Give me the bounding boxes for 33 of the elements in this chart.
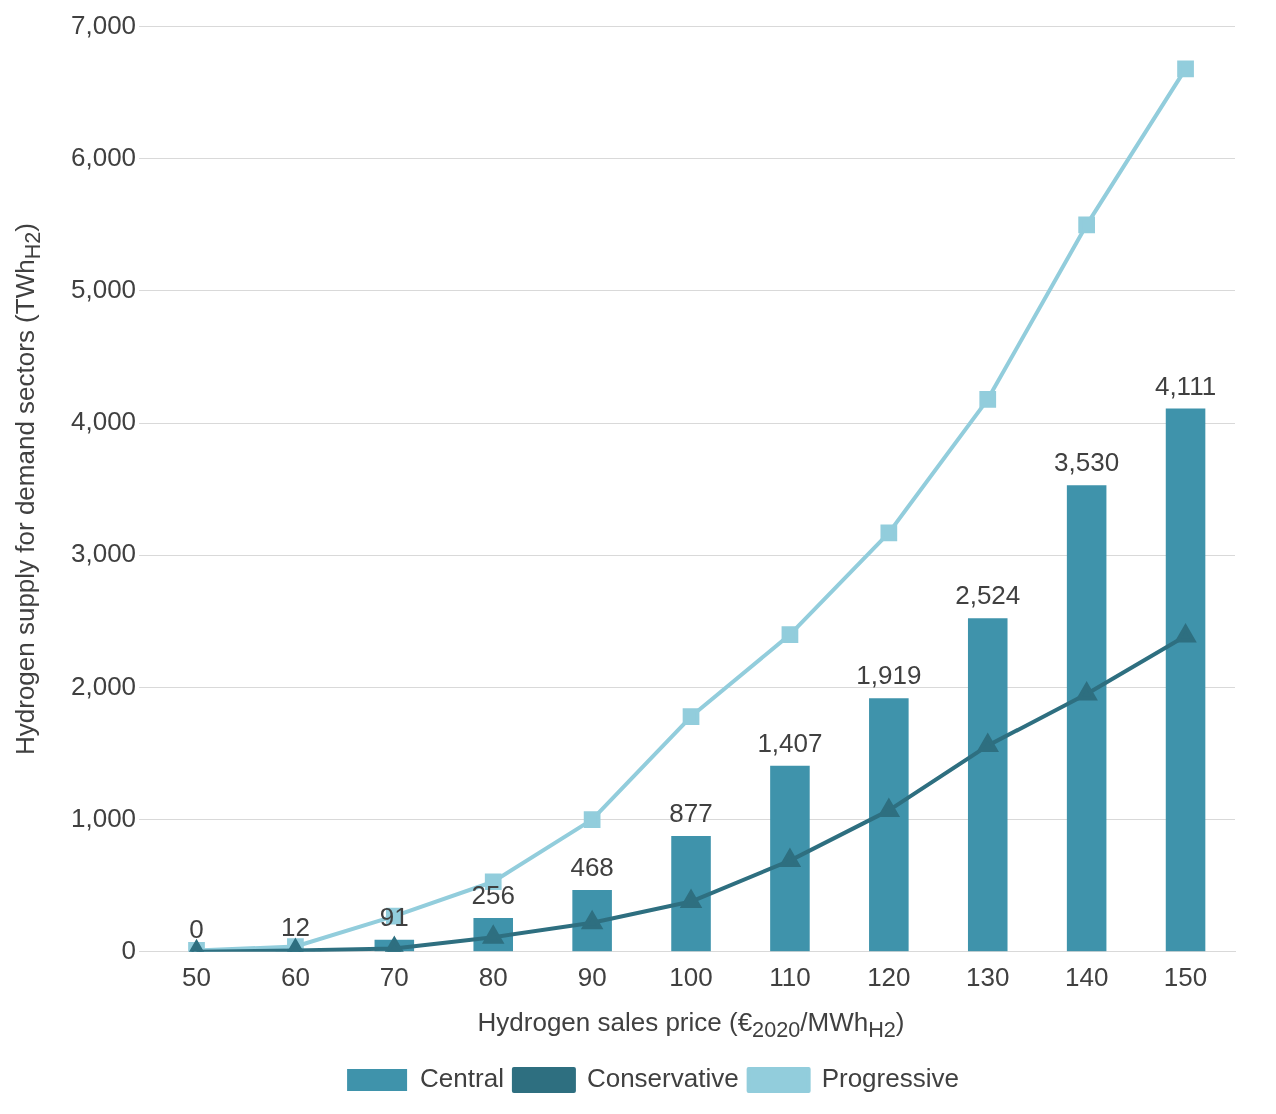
y-tick-label: 2,000 bbox=[70, 670, 137, 701]
x-tick-label: 110 bbox=[769, 961, 811, 992]
data-label: 0 bbox=[189, 913, 204, 944]
data-label: 3,530 bbox=[1054, 447, 1120, 478]
data-label: 468 bbox=[570, 852, 614, 883]
x-tick-label: 140 bbox=[1064, 961, 1109, 992]
data-label: 2,524 bbox=[955, 580, 1021, 611]
data-label: 1,407 bbox=[757, 728, 823, 759]
data-label: 256 bbox=[471, 880, 515, 911]
y-tick-label: 4,000 bbox=[70, 406, 137, 437]
y-tick-label: 5,000 bbox=[70, 274, 137, 305]
x-tick-label: 80 bbox=[478, 961, 508, 992]
x-tick-label: 150 bbox=[1163, 961, 1208, 992]
y-tick-label: 1,000 bbox=[70, 802, 137, 833]
legend-label: Central bbox=[420, 1063, 504, 1094]
x-tick-label: 50 bbox=[182, 961, 211, 992]
x-tick-label: 70 bbox=[379, 961, 409, 992]
y-tick-label: 6,000 bbox=[70, 141, 137, 172]
y-tick-label: 0 bbox=[121, 934, 137, 965]
data-label: 4,111 bbox=[1154, 370, 1217, 401]
legend-label: Progressive bbox=[821, 1063, 959, 1094]
x-tick-label: 120 bbox=[867, 961, 911, 992]
data-label: 877 bbox=[669, 798, 713, 829]
legend-label: Conservative bbox=[586, 1063, 739, 1094]
y-tick-label: 3,000 bbox=[70, 538, 137, 569]
x-tick-label: 100 bbox=[669, 961, 713, 992]
x-axis-title: Hydrogen sales price (€$_{2020}$/MWh$_{H2}$) bbox=[477, 1007, 905, 1044]
x-tick-label: 60 bbox=[280, 961, 310, 992]
x-tick-label: 130 bbox=[966, 961, 1010, 992]
data-label: 1,919 bbox=[856, 660, 922, 691]
x-tick-label: 90 bbox=[577, 961, 607, 992]
data-label: 12 bbox=[280, 912, 310, 943]
y-tick-label: 7,000 bbox=[70, 9, 137, 40]
